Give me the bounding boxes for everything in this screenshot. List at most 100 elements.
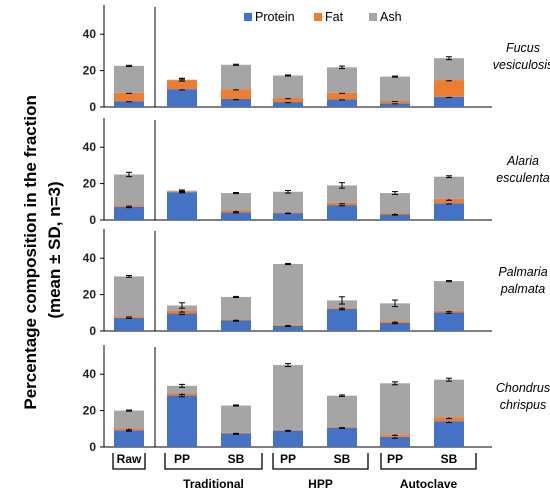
species-label-line: esculenta <box>496 171 550 185</box>
panel-palmaria-palmata: 0 20 40 Palmaria palmata <box>83 229 548 338</box>
bar-segment-protein <box>380 322 410 331</box>
bar-segment-protein <box>167 395 197 447</box>
y-tick-label: 20 <box>83 404 97 418</box>
bar-segment-fat <box>273 98 303 103</box>
y-tick-label: 40 <box>83 27 97 41</box>
bar-segment-protein <box>167 89 197 107</box>
bar-segment-fat <box>380 100 410 104</box>
group-bracket-traditional <box>164 453 263 470</box>
y-axis-label: Percentage composition in the fraction (… <box>21 90 64 409</box>
legend-label-fat: Fat <box>325 10 344 24</box>
bar-segment-protein <box>327 205 357 220</box>
bar-segment-ash <box>221 405 251 433</box>
bar-segment-protein <box>221 433 251 447</box>
bar-segment-protein <box>273 430 303 447</box>
bar-segment-protein <box>167 313 197 331</box>
species-label-line: Alaria <box>506 154 539 168</box>
bar-segment-ash <box>221 296 251 320</box>
category-label: SB <box>228 452 245 466</box>
category-label: SB <box>441 452 458 466</box>
bar-segment-ash <box>273 75 303 99</box>
species-label-line: Fucus <box>506 41 540 55</box>
species-label: Alaria esculenta <box>496 154 550 185</box>
y-tick-label: 0 <box>89 440 96 454</box>
bar-segment-protein <box>327 99 357 107</box>
bar-segment-ash <box>114 65 144 93</box>
bar-segment-ash <box>434 281 464 311</box>
bar-segment-protein <box>434 312 464 331</box>
bar-segment-fat <box>221 89 251 99</box>
bar-segment-protein <box>327 308 357 331</box>
y-tick-label: 20 <box>83 64 97 78</box>
bar-segment-protein <box>434 96 464 107</box>
bar-segment-ash <box>273 191 303 213</box>
species-label-line: Chondrus <box>496 381 550 395</box>
bar-segment-ash <box>434 379 464 418</box>
panel-fucus-vesiculosis: 0 20 40 Fucus vesiculosis <box>83 5 550 114</box>
legend: Protein Fat Ash <box>244 10 402 24</box>
bar-segment-protein <box>114 101 144 107</box>
bar-segment-protein <box>380 436 410 447</box>
x-axis: Raw PP SB PP SB PP SB Traditional HPP Autoclave <box>112 452 477 491</box>
legend-swatch-protein <box>244 13 252 21</box>
bar-segment-protein <box>434 203 464 220</box>
y-axis-label-line-2: (mean ± SD, n=3) <box>45 181 64 318</box>
species-label: Palmaria palmata <box>498 265 547 296</box>
bar-segment-ash <box>327 395 357 427</box>
species-label: Fucus vesiculosis <box>493 41 550 72</box>
bar-segment-ash <box>327 67 357 93</box>
bar-segment-ash <box>327 185 357 203</box>
group-bracket-hpp <box>272 453 369 470</box>
bar-segment-protein <box>273 325 303 331</box>
y-tick-label: 20 <box>83 177 97 191</box>
species-label-line: chrispus <box>500 398 547 412</box>
category-label: Raw <box>117 452 142 466</box>
y-tick-label: 0 <box>89 213 96 227</box>
category-label: PP <box>280 452 296 466</box>
species-label: Chondrus chrispus <box>496 381 550 412</box>
raw-bracket <box>112 453 146 470</box>
bar-segment-protein <box>380 103 410 107</box>
legend-label-protein: Protein <box>255 10 295 24</box>
bar-segment-ash <box>114 276 144 317</box>
bar-segment-ash <box>221 193 251 211</box>
y-tick-label: 40 <box>83 140 97 154</box>
bar-segment-fat <box>114 92 144 102</box>
bar-segment-fat <box>434 80 464 97</box>
group-bracket-autoclave <box>380 453 477 470</box>
bar-segment-ash <box>380 383 410 435</box>
bar-segment-ash <box>380 193 410 214</box>
group-label-hpp: HPP <box>308 477 333 491</box>
y-tick-label: 40 <box>83 251 97 265</box>
species-label-line: Palmaria <box>498 265 547 279</box>
bar-segment-protein <box>273 102 303 107</box>
legend-swatch-fat <box>314 13 322 21</box>
bar-segment-protein <box>114 430 144 447</box>
category-label: PP <box>174 452 190 466</box>
group-label-traditional: Traditional <box>183 477 244 491</box>
species-label-line: vesiculosis <box>493 58 550 72</box>
y-tick-label: 40 <box>83 367 97 381</box>
bar-segment-ash <box>380 303 410 322</box>
category-label: PP <box>387 452 403 466</box>
bar-segment-ash <box>434 176 464 199</box>
bar-segment-ash <box>273 365 303 430</box>
bar-segment-fat <box>167 80 197 90</box>
group-label-autoclave: Autoclave <box>400 477 458 491</box>
bar-segment-fat <box>434 417 464 422</box>
y-tick-label: 0 <box>89 324 96 338</box>
bar-segment-protein <box>221 98 251 107</box>
panel-chondrus-chrispus: 0 20 40 Chondrus chrispus <box>83 345 550 454</box>
bar-segment-protein <box>167 192 197 220</box>
bar-segment-ash <box>380 76 410 101</box>
bar-segment-ash <box>273 264 303 325</box>
species-label-line: palmata <box>500 282 546 296</box>
bar-segment-protein <box>221 212 251 220</box>
y-tick-label: 20 <box>83 288 97 302</box>
bar-segment-fat <box>434 198 464 204</box>
panel-alaria-esculenta: 0 20 40 Alaria esculenta <box>83 118 550 227</box>
bar-segment-protein <box>114 206 144 220</box>
bar-segment-protein <box>273 213 303 220</box>
bar-segment-fat <box>327 92 357 100</box>
category-label: SB <box>334 452 351 466</box>
